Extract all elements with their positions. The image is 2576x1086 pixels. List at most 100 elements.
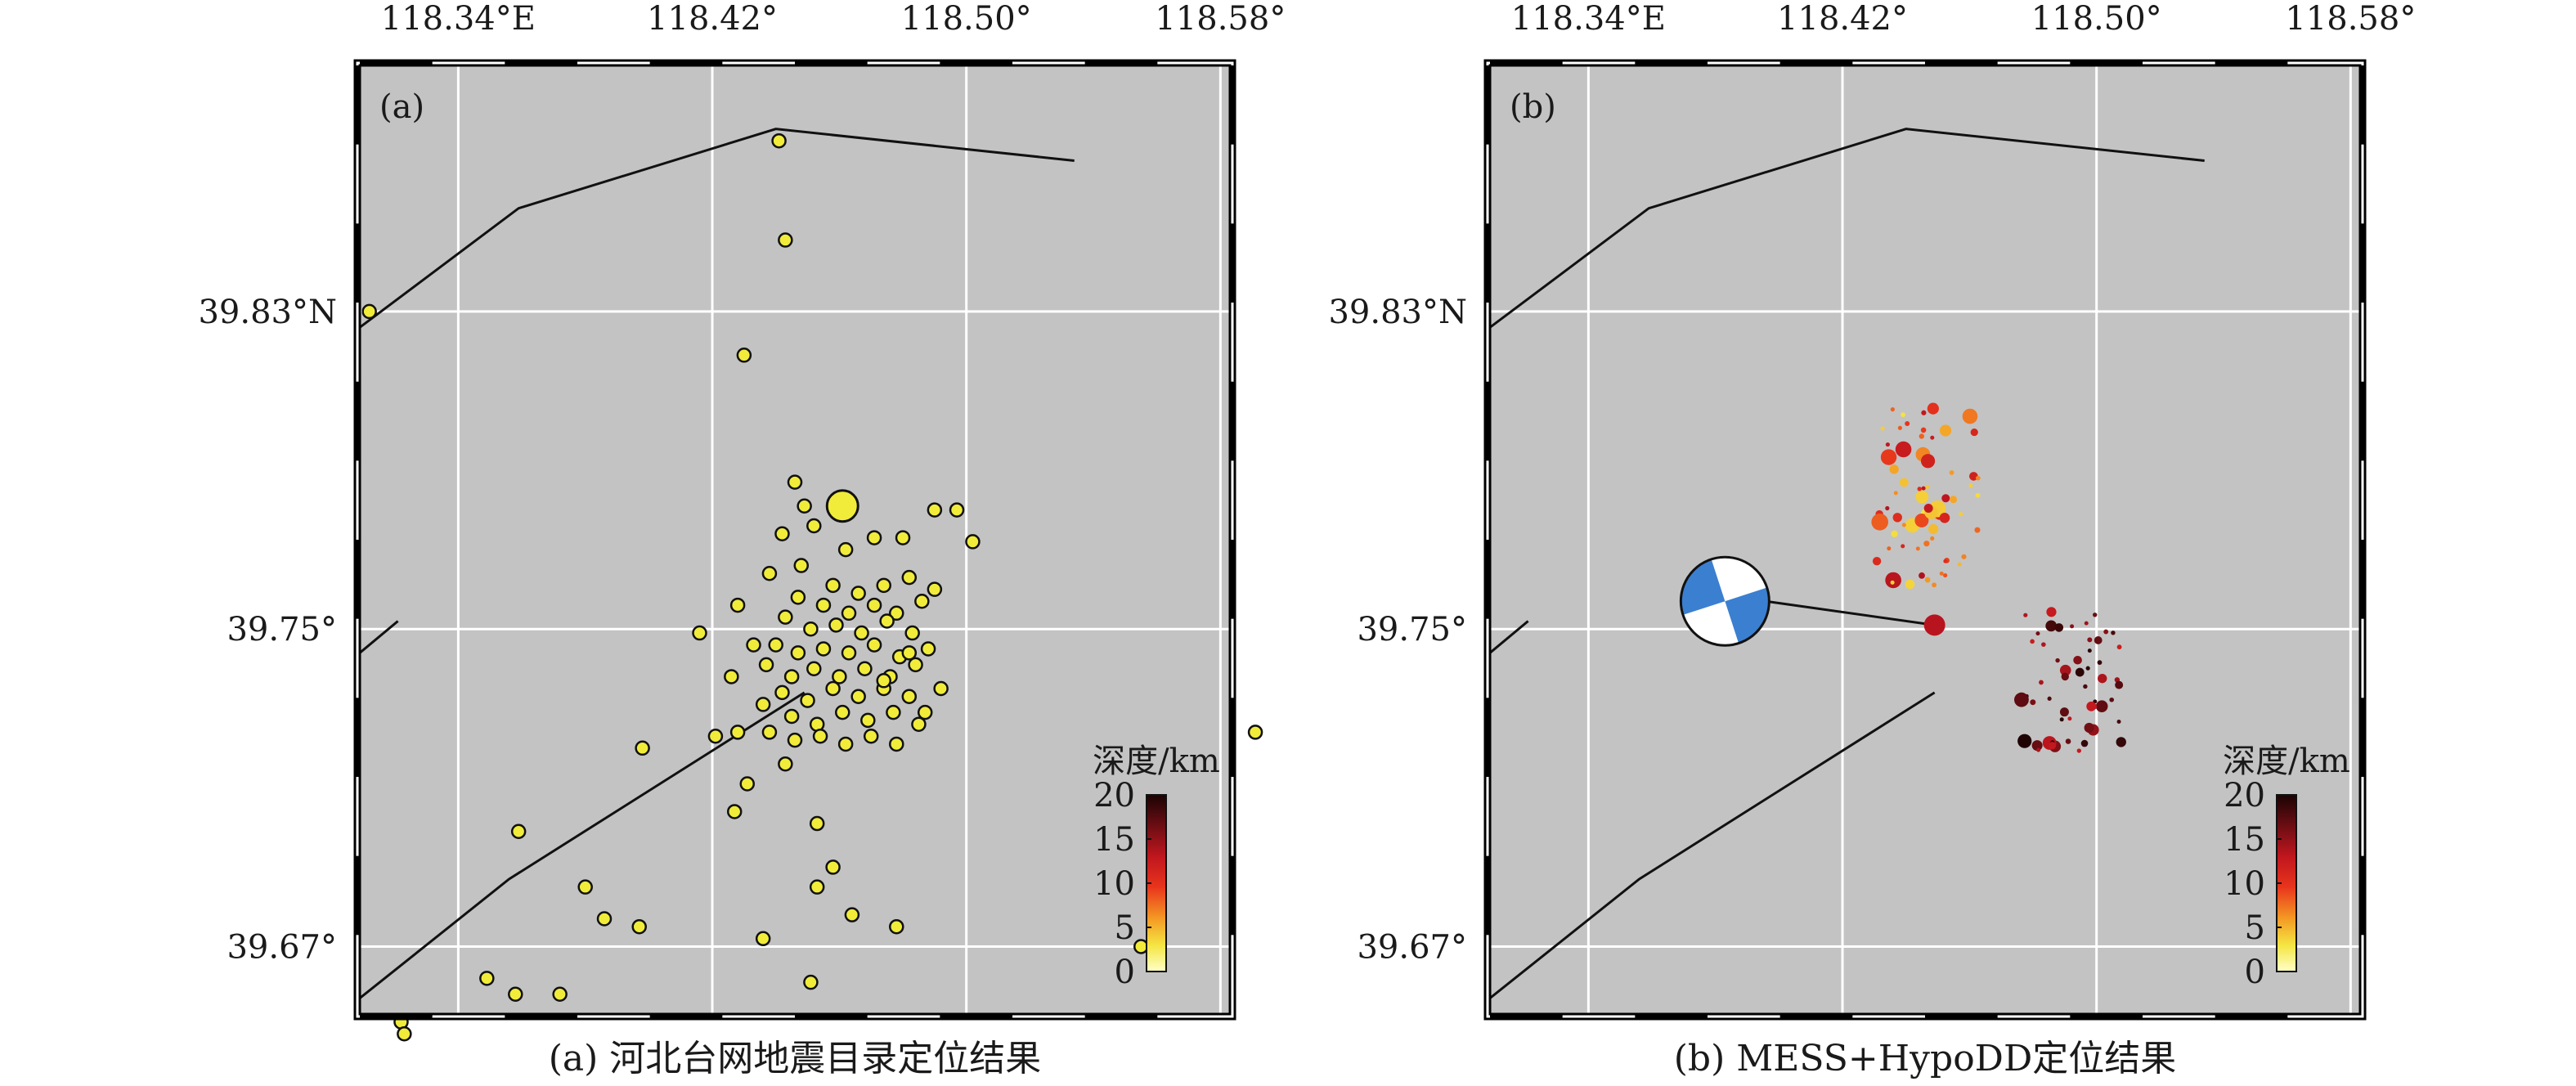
relocated-event bbox=[1919, 572, 1925, 579]
earthquake-event bbox=[815, 641, 832, 657]
relocated-event bbox=[1889, 464, 1899, 474]
relocated-event bbox=[2094, 636, 2103, 644]
relocated-event bbox=[1872, 556, 1882, 566]
relocated-event bbox=[1901, 544, 1905, 549]
relocated-event bbox=[1949, 470, 1954, 475]
relocated-event bbox=[2055, 657, 2060, 663]
earthquake-event bbox=[797, 498, 812, 514]
relocated-event bbox=[2054, 623, 2064, 632]
earthquake-event bbox=[866, 530, 882, 545]
relocated-event bbox=[1923, 504, 1933, 514]
earthquake-event bbox=[841, 645, 857, 661]
relocated-event bbox=[2116, 720, 2121, 725]
map-panel-b: (b) 118.34°E 118.42° 118.50° 118.58° 39.… bbox=[1328, 0, 2416, 1021]
relocated-event bbox=[1941, 494, 1950, 503]
panel-label-a: (a) bbox=[379, 88, 424, 126]
earthquake-event bbox=[812, 729, 828, 744]
relocated-event bbox=[1974, 527, 1981, 533]
relocated-event bbox=[1915, 490, 1929, 504]
earthquake-event bbox=[920, 641, 936, 657]
relocated-event bbox=[1917, 487, 1922, 491]
relocated-event bbox=[1915, 546, 1920, 551]
relocated-event bbox=[1970, 428, 1978, 437]
colorbar-tick: 5 bbox=[2245, 909, 2265, 947]
earthquake-event bbox=[927, 502, 943, 518]
fault-line bbox=[359, 691, 806, 999]
relocated-event bbox=[2115, 680, 2124, 689]
relocated-event bbox=[1901, 412, 1905, 418]
relocated-event bbox=[2031, 740, 2043, 752]
earthquake-event bbox=[778, 756, 793, 772]
earthquake-events bbox=[1871, 402, 2126, 753]
relocated-event bbox=[2048, 742, 2057, 750]
panel-caption-b: (b) MESS+HypoDD定位结果 bbox=[1673, 1038, 2177, 1079]
earthquake-event bbox=[866, 637, 882, 653]
earthquake-event bbox=[746, 637, 761, 653]
earthquake-event bbox=[783, 708, 800, 725]
earthquake-event bbox=[787, 474, 803, 490]
colorbar-tick: 20 bbox=[1093, 777, 1135, 814]
earthquake-event bbox=[863, 729, 879, 744]
earthquake-event bbox=[825, 680, 841, 697]
relocated-event bbox=[1959, 512, 1963, 517]
earthquake-event bbox=[917, 704, 933, 720]
fault-lines bbox=[1489, 128, 2205, 999]
earthquake-event bbox=[949, 502, 965, 518]
map-background bbox=[1490, 65, 2360, 1014]
earthquake-event bbox=[806, 661, 822, 676]
relocated-event bbox=[1969, 472, 1978, 481]
relocated-event bbox=[1923, 541, 1930, 547]
fault-line bbox=[359, 128, 1075, 329]
relocated-event bbox=[1961, 554, 1967, 559]
relocated-event bbox=[1950, 496, 1958, 504]
relocated-event bbox=[1920, 427, 1927, 433]
earthquake-event bbox=[825, 577, 841, 594]
earthquake-event bbox=[834, 704, 850, 720]
earthquake-event bbox=[736, 348, 752, 363]
relocated-event bbox=[2087, 648, 2092, 653]
relocated-event bbox=[2095, 700, 2108, 712]
earthquake-event bbox=[901, 645, 918, 661]
earthquake-event bbox=[758, 657, 774, 673]
earthquake-event bbox=[889, 736, 904, 752]
relocated-event bbox=[1919, 433, 1925, 439]
earthquake-event bbox=[965, 534, 981, 550]
relocated-event bbox=[1893, 491, 1898, 496]
lat-label-1: 39.83°N bbox=[198, 294, 337, 331]
relocated-event bbox=[2085, 666, 2090, 671]
relocated-event bbox=[1885, 572, 1901, 589]
lon-label-2: 118.42° bbox=[647, 0, 778, 38]
relocated-event bbox=[2083, 684, 2088, 689]
earthquake-event bbox=[901, 689, 918, 704]
relocated-event bbox=[1939, 512, 1950, 523]
relocated-event bbox=[2098, 673, 2107, 684]
earthquake-event bbox=[825, 859, 841, 875]
panel-label-b: (b) bbox=[1510, 88, 1556, 126]
relocated-event bbox=[2030, 699, 2036, 706]
earthquake-event bbox=[837, 541, 854, 558]
relocated-event bbox=[2116, 737, 2126, 747]
earthquake-event bbox=[729, 725, 746, 740]
relocated-event bbox=[1921, 410, 1927, 415]
relocated-event bbox=[2076, 748, 2082, 753]
colorbar-tick: 5 bbox=[1115, 909, 1135, 947]
earthquake-event bbox=[577, 879, 593, 895]
earthquake-event bbox=[841, 605, 857, 622]
relocated-event bbox=[1943, 559, 1948, 563]
relocated-event bbox=[1905, 579, 1915, 590]
earthquake-event bbox=[510, 823, 527, 839]
mainshock-event bbox=[1923, 614, 1945, 636]
relocated-event bbox=[2059, 717, 2064, 722]
earthquake-event bbox=[832, 669, 847, 684]
lat-label-3: 39.67° bbox=[1357, 928, 1467, 966]
earthquake-event bbox=[768, 637, 783, 653]
relocated-event bbox=[1962, 408, 1978, 424]
earthquake-event bbox=[914, 593, 930, 609]
earthquake-event bbox=[755, 697, 771, 712]
earthquake-event bbox=[803, 621, 819, 637]
relocated-event bbox=[1939, 571, 1944, 576]
earthquake-event bbox=[860, 712, 876, 729]
lon-label-1: 118.34°E bbox=[381, 0, 536, 38]
earthquake-event bbox=[889, 918, 904, 935]
